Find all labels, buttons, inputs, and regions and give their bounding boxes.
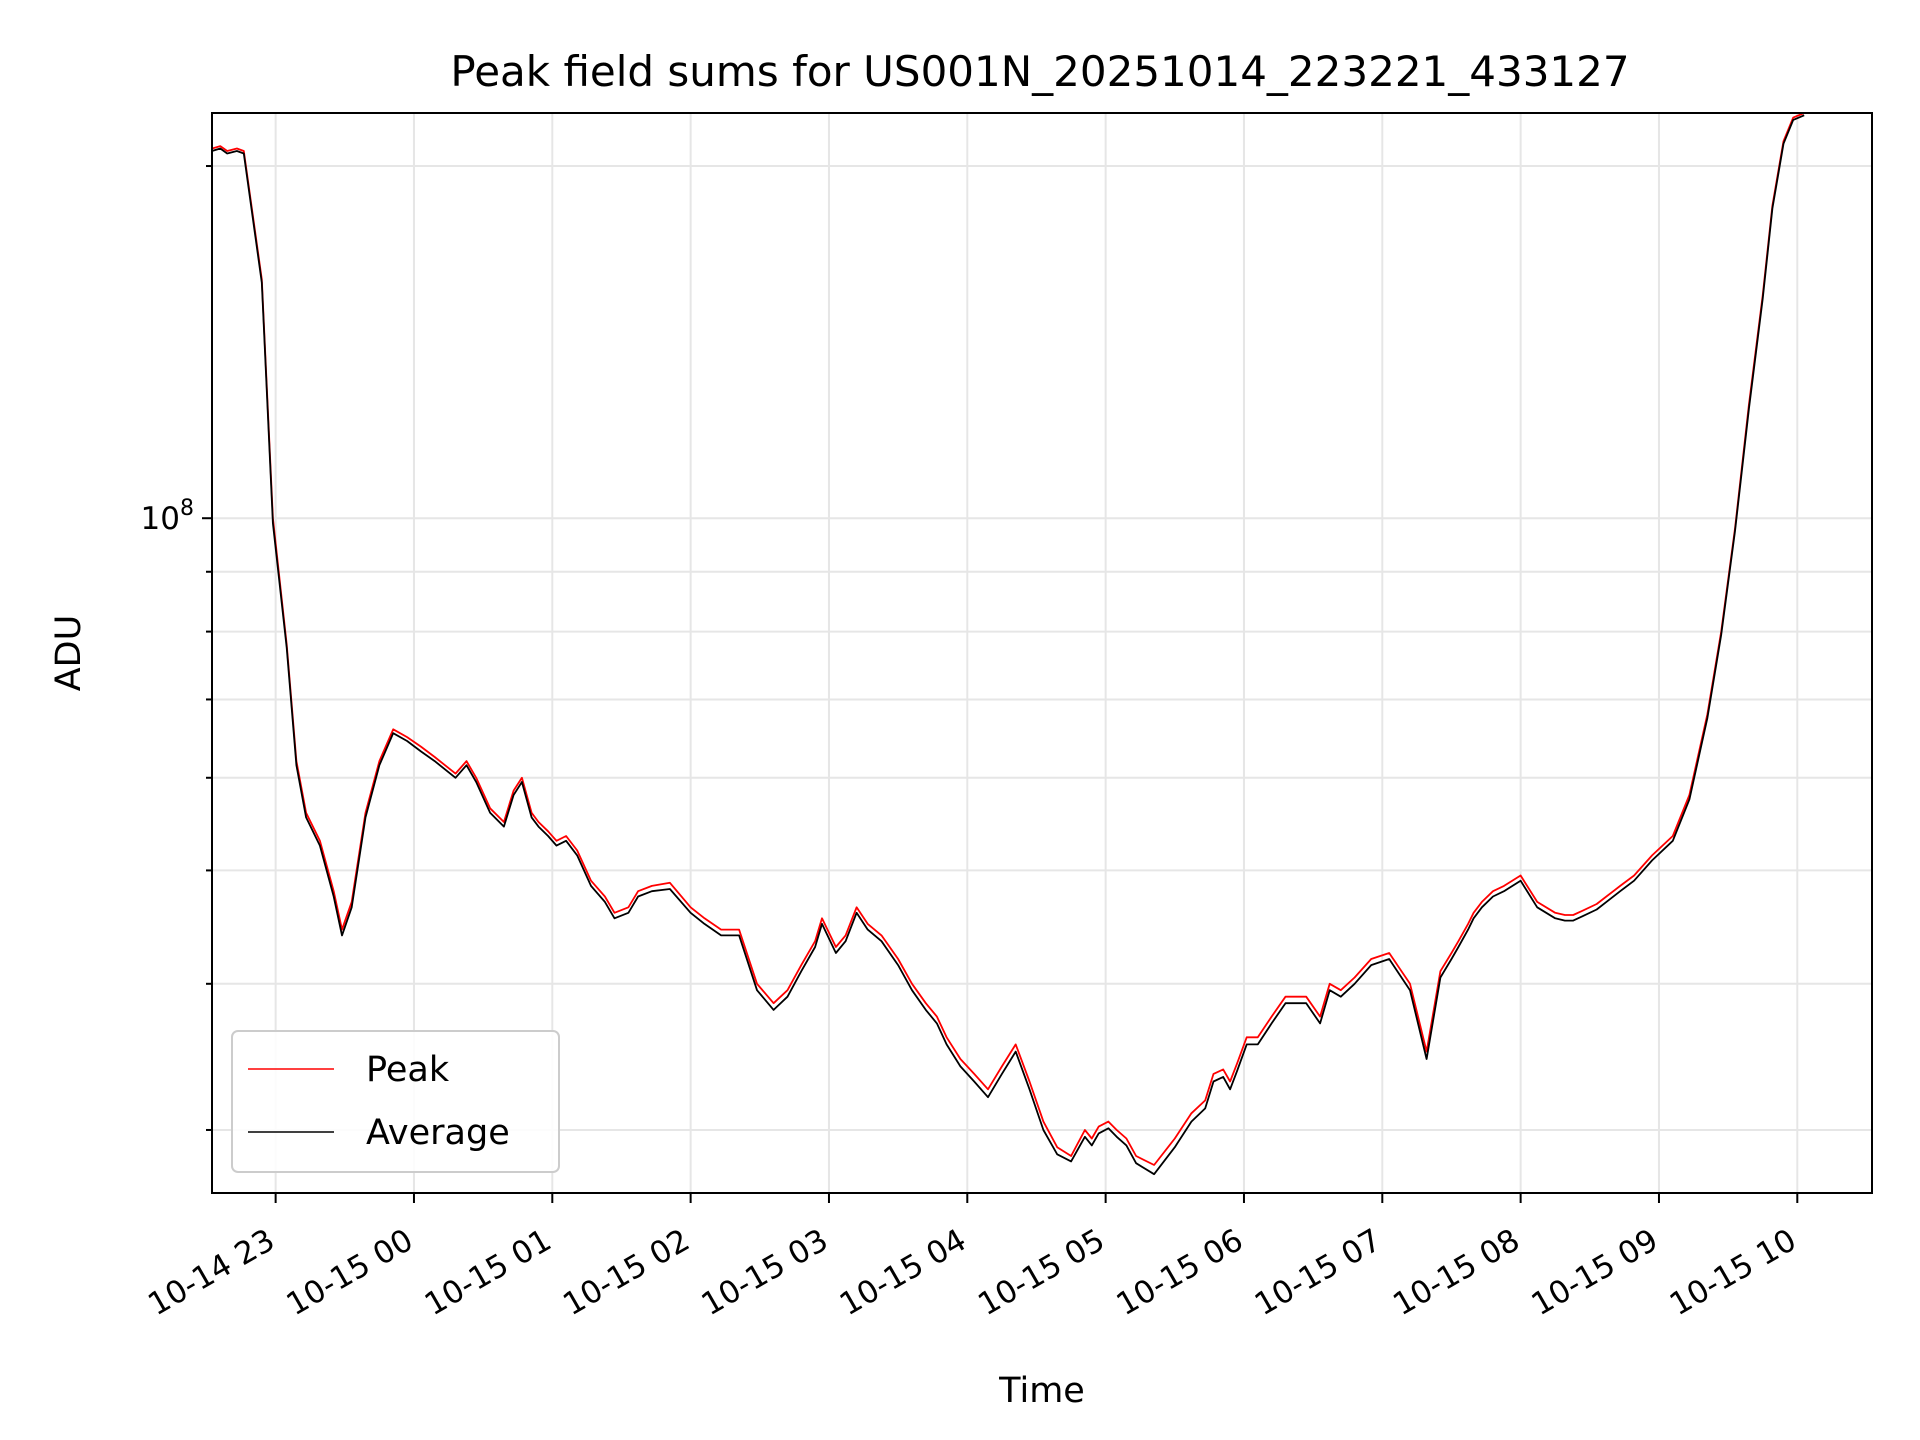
y-tick-label: 108 xyxy=(141,496,194,537)
chart-title: Peak field sums for US001N_20251014_2232… xyxy=(450,47,1629,96)
x-axis-title: Time xyxy=(998,1371,1085,1411)
plot-series xyxy=(212,113,1805,1176)
legend-label-average: Average xyxy=(366,1113,510,1153)
y-axis: 108 xyxy=(141,165,212,1131)
legend-box xyxy=(231,1030,560,1173)
series-line-peak xyxy=(212,113,1805,1166)
y-axis-title: ADU xyxy=(49,615,89,692)
legend-label-peak: Peak xyxy=(366,1050,450,1090)
legend: Peak Average xyxy=(231,1030,560,1173)
series-line-average xyxy=(212,114,1805,1176)
plot-frame xyxy=(211,112,1873,1194)
grid-lines xyxy=(212,113,1872,1193)
